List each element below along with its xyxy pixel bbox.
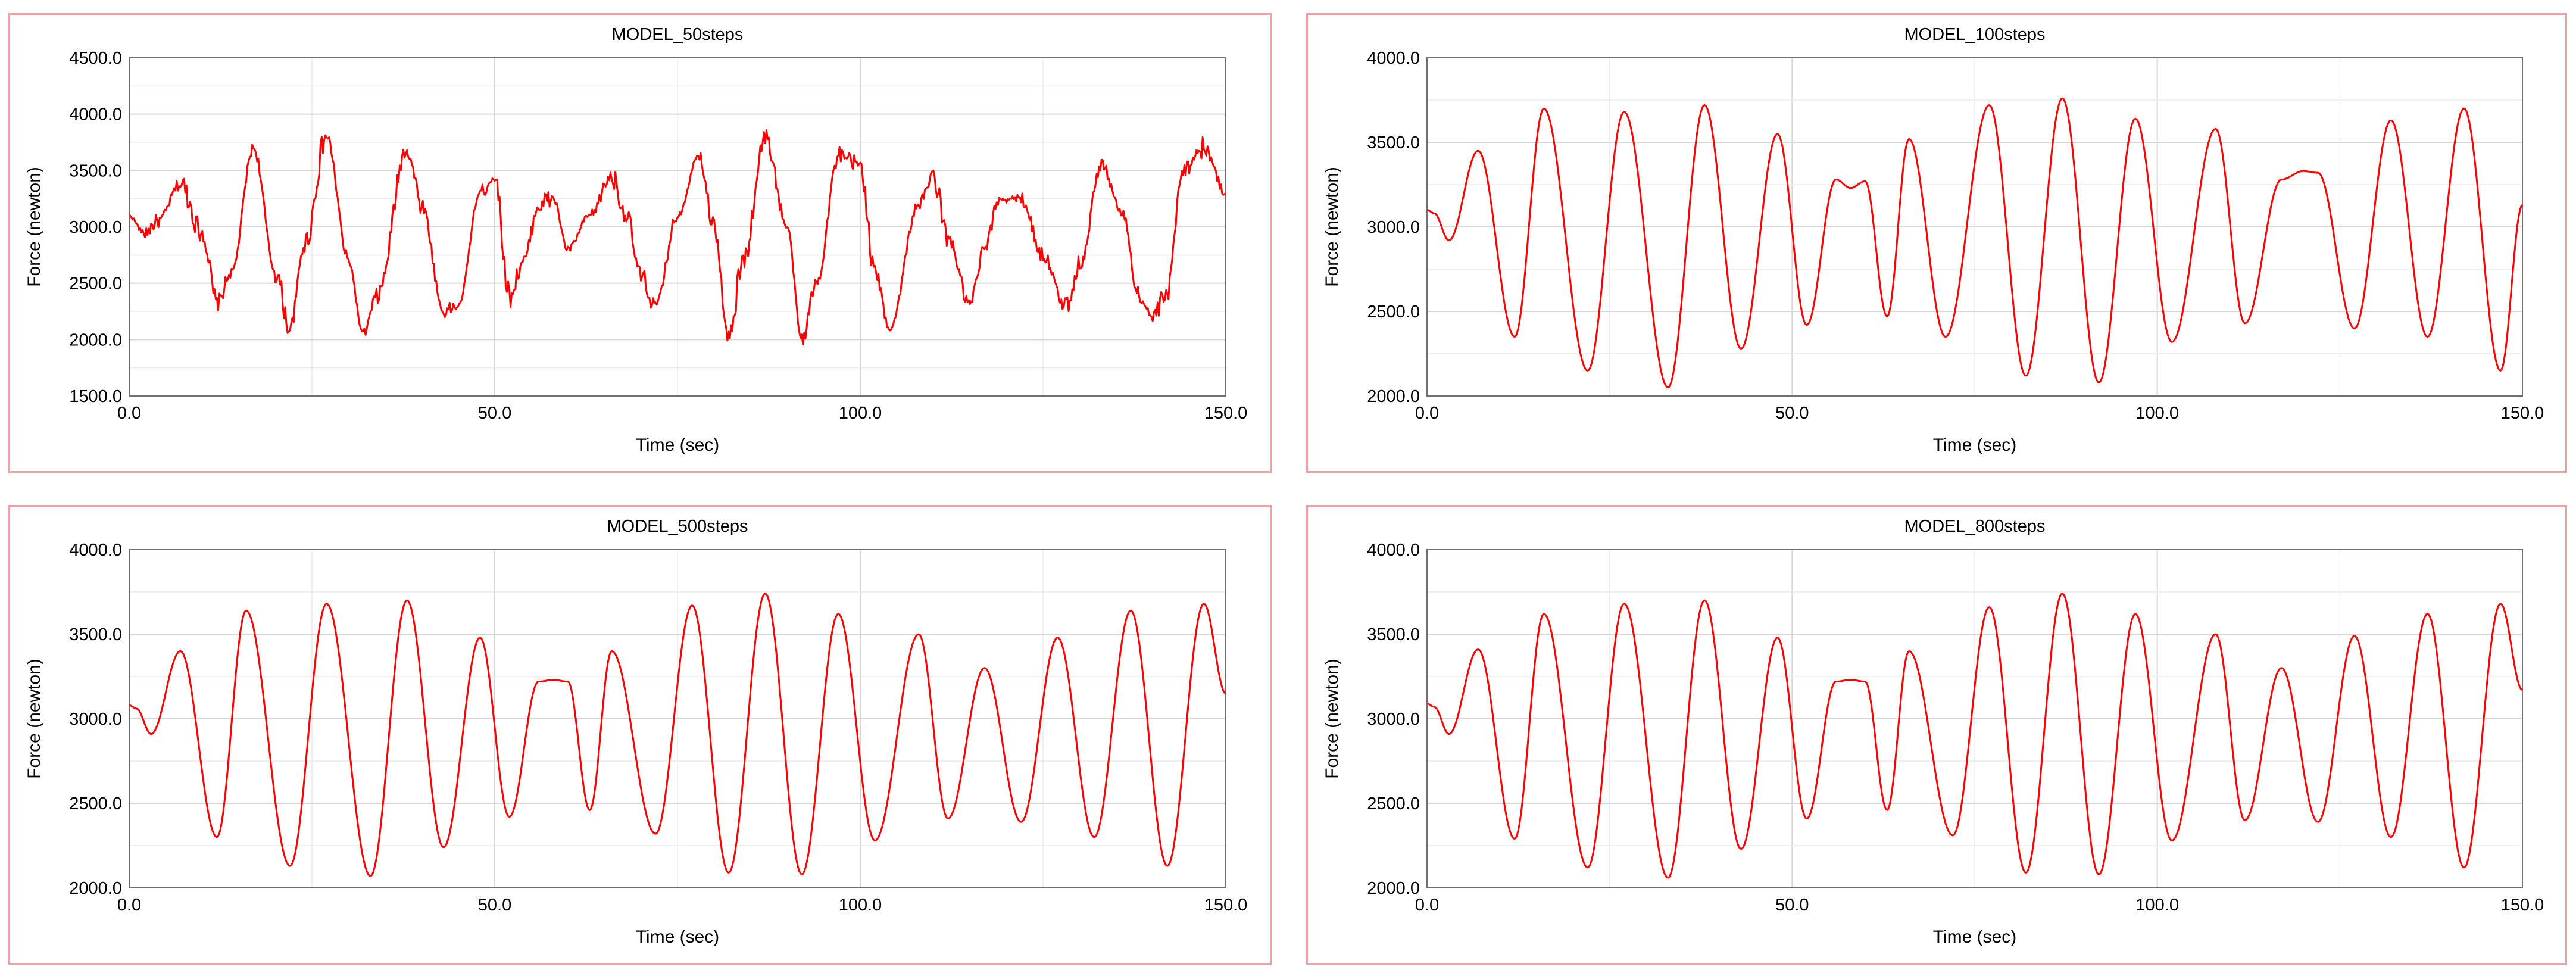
y-tick-label: 2500.0 bbox=[1367, 794, 1420, 813]
x-tick-label: 150.0 bbox=[1204, 404, 1248, 423]
y-tick-label: 3000.0 bbox=[1367, 218, 1420, 237]
chart-panel-500steps: MODEL_500steps 2000.0 2500.0 3000.0 3500.0 40… bbox=[8, 505, 1272, 965]
y-tick-label: 3500.0 bbox=[1367, 133, 1420, 152]
y-tick-label: 2500.0 bbox=[1367, 303, 1420, 322]
x-axis-label: Time (sec) bbox=[1933, 927, 2017, 947]
chart-svg: MODEL_800steps 2000.0 2500.0 3000.0 3500.0 40… bbox=[1322, 517, 2544, 947]
x-tick-label: 0.0 bbox=[1415, 896, 1439, 915]
chart-title: MODEL_500steps bbox=[607, 517, 748, 536]
plot-area bbox=[1426, 57, 2523, 397]
x-tick-label: 150.0 bbox=[2501, 896, 2544, 915]
y-tick-label: 2000.0 bbox=[69, 879, 122, 898]
x-tick-label: 50.0 bbox=[1775, 404, 1809, 423]
chart-svg: MODEL_100steps 2000.0 2500.0 3000.0 3500.0 40… bbox=[1322, 25, 2544, 455]
gridlines bbox=[1427, 57, 2522, 397]
x-tick-label: 0.0 bbox=[117, 896, 141, 915]
y-tick-label: 3500.0 bbox=[1367, 625, 1420, 644]
y-tick-label: 3500.0 bbox=[69, 161, 122, 180]
y-tick-label: 4000.0 bbox=[69, 105, 122, 124]
y-axis-label: Force (newton) bbox=[1322, 167, 1342, 287]
plot-area bbox=[129, 549, 1226, 888]
x-axis-label: Time (sec) bbox=[636, 435, 720, 455]
chart-panel-100steps: MODEL_100steps 2000.0 2500.0 3000.0 3500.0 40… bbox=[1306, 13, 2567, 473]
y-tick-label: 4000.0 bbox=[69, 541, 122, 560]
chart-panel-800steps: MODEL_800steps 2000.0 2500.0 3000.0 3500.0 40… bbox=[1306, 505, 2567, 965]
chart-svg: MODEL_500steps 2000.0 2500.0 3000.0 3500.0 40… bbox=[24, 517, 1248, 947]
chart-title: MODEL_800steps bbox=[1904, 517, 2046, 536]
force-series-line bbox=[129, 593, 1226, 877]
chart-title: MODEL_50steps bbox=[612, 25, 744, 44]
y-tick-label: 3000.0 bbox=[1367, 710, 1420, 729]
chart-title: MODEL_100steps bbox=[1904, 25, 2046, 44]
x-tick-label: 50.0 bbox=[478, 896, 511, 915]
y-tick-label: 4000.0 bbox=[1367, 49, 1420, 68]
force-series-line bbox=[1426, 97, 2524, 389]
x-tick-label: 150.0 bbox=[1204, 896, 1248, 915]
gridlines bbox=[129, 549, 1226, 888]
chart-panel-50steps: MODEL_50steps 1500.0 2000.0 2500.0 3000.0 350… bbox=[8, 13, 1272, 473]
plot-area bbox=[1426, 549, 2523, 888]
x-axis-label: Time (sec) bbox=[1933, 435, 2017, 455]
y-tick-label: 2500.0 bbox=[69, 794, 122, 813]
plot-area bbox=[129, 57, 1226, 397]
chart-svg: MODEL_50steps 1500.0 2000.0 2500.0 3000.0 350… bbox=[24, 25, 1248, 455]
y-tick-label: 4000.0 bbox=[1367, 541, 1420, 560]
gridlines bbox=[129, 57, 1226, 397]
x-tick-label: 100.0 bbox=[839, 896, 882, 915]
y-tick-label: 3000.0 bbox=[69, 218, 122, 237]
y-tick-label: 4500.0 bbox=[69, 49, 122, 68]
x-tick-label: 150.0 bbox=[2501, 404, 2544, 423]
force-series-line bbox=[129, 129, 1226, 346]
y-axis-label: Force (newton) bbox=[24, 167, 44, 287]
y-tick-label: 2000.0 bbox=[1367, 879, 1420, 898]
force-series-line bbox=[1426, 593, 2523, 879]
x-tick-label: 0.0 bbox=[1415, 404, 1439, 423]
x-tick-label: 50.0 bbox=[1775, 896, 1809, 915]
y-tick-label: 2500.0 bbox=[69, 275, 122, 294]
y-tick-label: 3500.0 bbox=[69, 625, 122, 644]
y-tick-label: 2000.0 bbox=[69, 330, 122, 350]
y-tick-label: 1500.0 bbox=[69, 387, 122, 406]
y-tick-label: 2000.0 bbox=[1367, 387, 1420, 406]
x-tick-label: 50.0 bbox=[478, 404, 511, 423]
x-tick-label: 100.0 bbox=[2135, 896, 2179, 915]
x-tick-label: 100.0 bbox=[2135, 404, 2179, 423]
x-tick-label: 0.0 bbox=[117, 404, 141, 423]
x-tick-label: 100.0 bbox=[839, 404, 882, 423]
y-axis-label: Force (newton) bbox=[24, 659, 44, 779]
x-axis-label: Time (sec) bbox=[636, 927, 720, 947]
y-axis-label: Force (newton) bbox=[1322, 659, 1342, 779]
y-tick-label: 3000.0 bbox=[69, 710, 122, 729]
gridlines bbox=[1427, 549, 2522, 888]
